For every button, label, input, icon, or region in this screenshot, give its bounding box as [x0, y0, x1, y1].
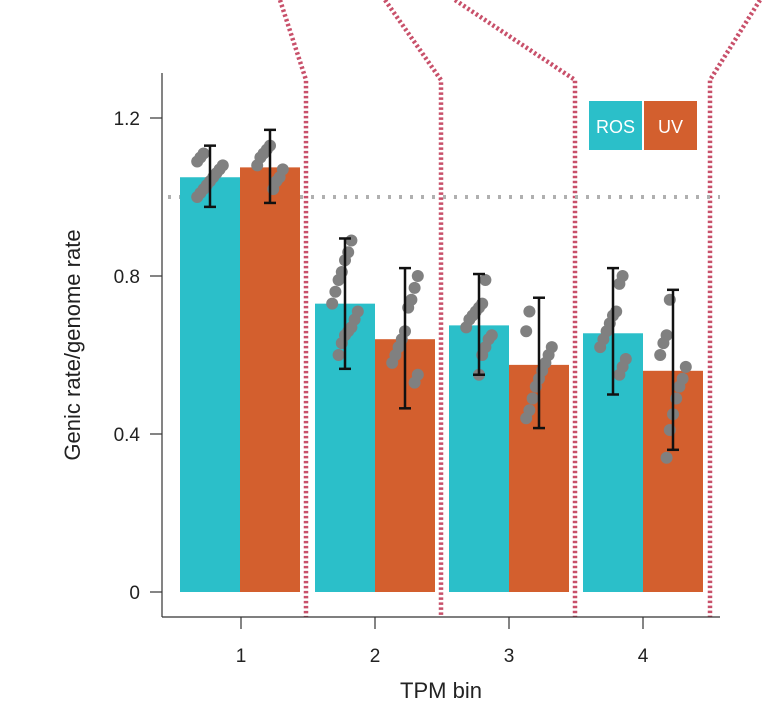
data-point: [616, 270, 629, 282]
data-point: [660, 329, 673, 342]
axes-layer: [161, 73, 720, 618]
data-point: [679, 360, 692, 373]
data-point: [660, 451, 673, 464]
bar-ros-1: [180, 177, 240, 592]
data-point: [276, 163, 289, 176]
y-tick-label: 0.8: [114, 267, 140, 288]
data-point: [485, 329, 498, 342]
data-point: [332, 349, 345, 361]
data-point: [523, 305, 536, 318]
x-tick-label: 3: [504, 646, 515, 667]
data-point: [523, 404, 536, 417]
legend: ROS UV: [589, 101, 697, 150]
bars-layer: [180, 167, 703, 592]
x-tick-label: 2: [370, 646, 381, 667]
data-point: [216, 159, 229, 172]
separator-layer: [277, 0, 762, 617]
legend-swatch-ros: [589, 101, 642, 150]
separator-line: [383, 0, 444, 617]
data-point: [520, 325, 533, 338]
ticks-layer: 0 0.4 0.8 1.2 1 2 3 4: [114, 109, 649, 667]
data-point: [345, 234, 358, 247]
data-point: [619, 352, 632, 365]
data-point: [545, 341, 558, 354]
legend-label-uv: UV: [658, 117, 683, 137]
y-tick-label: 1.2: [114, 109, 140, 130]
separator-line: [453, 0, 578, 617]
data-point: [351, 305, 364, 318]
legend-label-ros: ROS: [596, 117, 635, 137]
data-point: [197, 147, 210, 160]
legend-swatch-uv: [644, 101, 697, 150]
data-point: [676, 372, 689, 385]
data-point: [526, 392, 539, 405]
separator-line: [277, 0, 309, 617]
error-bars-layer: [204, 128, 679, 452]
data-point: [408, 281, 421, 294]
x-tick-label: 1: [236, 646, 247, 667]
data-point: [411, 368, 424, 381]
y-tick-label: 0.4: [114, 425, 141, 446]
x-tick-label: 4: [638, 646, 649, 667]
data-point: [654, 349, 667, 361]
y-axis-title: Genic rate/genome rate: [60, 229, 85, 460]
data-point: [411, 270, 424, 282]
data-point: [326, 297, 339, 310]
data-point: [329, 285, 342, 298]
separator-line: [707, 0, 762, 617]
x-axis-title: TPM bin: [400, 678, 482, 703]
data-point: [405, 293, 418, 306]
data-point: [479, 273, 492, 286]
y-tick-label: 0: [129, 583, 140, 604]
bar-uv-1: [240, 167, 300, 592]
